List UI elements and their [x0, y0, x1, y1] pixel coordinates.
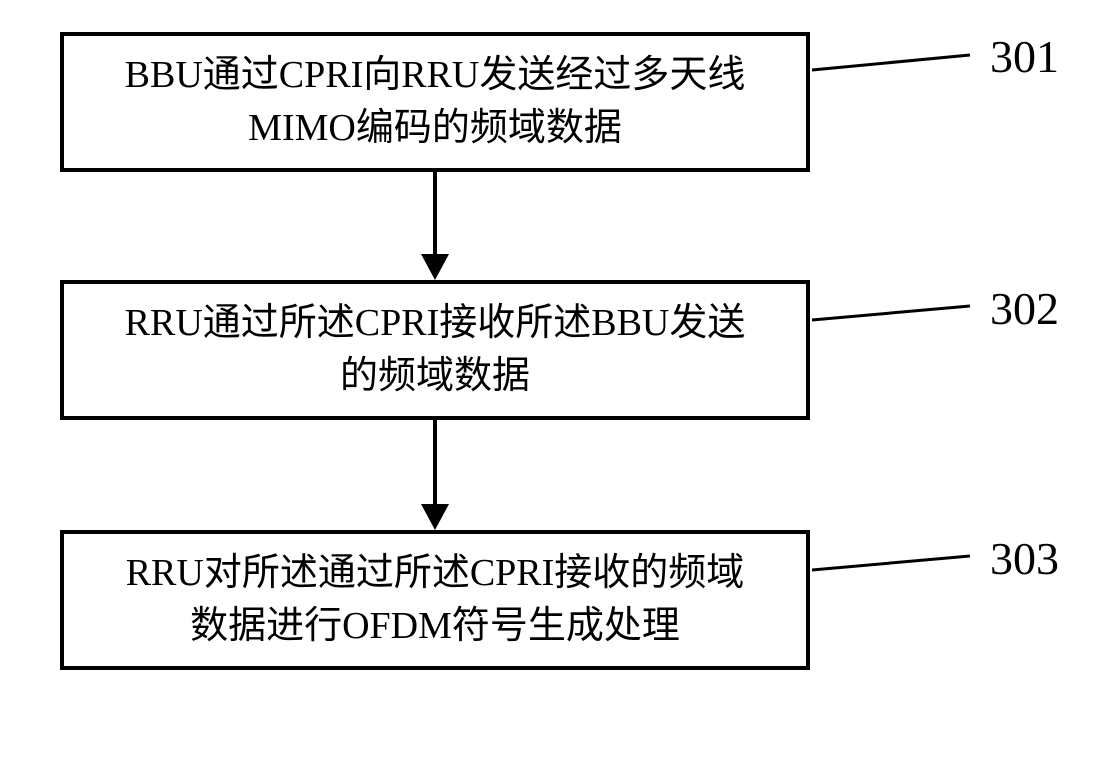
callout-line-303 — [810, 554, 972, 572]
step-label-303: 303 — [990, 532, 1059, 585]
step-box-303: RRU对所述通过所述CPRI接收的频域 数据进行OFDM符号生成处理 — [60, 530, 810, 670]
step-text: BBU通过CPRI向RRU发送经过多天线 MIMO编码的频域数据 — [125, 49, 746, 155]
step-label-301: 301 — [990, 30, 1059, 83]
step-text: RRU通过所述CPRI接收所述BBU发送 的频域数据 — [125, 297, 746, 403]
flow-arrow-2 — [417, 420, 453, 530]
step-text-line2: MIMO编码的频域数据 — [248, 107, 622, 149]
step-label-302: 302 — [990, 282, 1059, 335]
step-text-line1: RRU通过所述CPRI接收所述BBU发送 — [125, 302, 746, 344]
flow-arrow-1 — [417, 172, 453, 280]
step-box-302: RRU通过所述CPRI接收所述BBU发送 的频域数据 — [60, 280, 810, 420]
step-text: RRU对所述通过所述CPRI接收的频域 数据进行OFDM符号生成处理 — [126, 547, 745, 653]
step-text-line2: 的频域数据 — [340, 355, 530, 397]
flowchart-container: BBU通过CPRI向RRU发送经过多天线 MIMO编码的频域数据 RRU通过所述… — [0, 0, 1113, 761]
step-text-line1: RRU对所述通过所述CPRI接收的频域 — [126, 552, 745, 594]
callout-line-301 — [810, 53, 972, 72]
step-text-line1: BBU通过CPRI向RRU发送经过多天线 — [125, 54, 746, 96]
step-box-301: BBU通过CPRI向RRU发送经过多天线 MIMO编码的频域数据 — [60, 32, 810, 172]
callout-line-302 — [810, 304, 972, 322]
step-text-line2: 数据进行OFDM符号生成处理 — [190, 605, 680, 647]
